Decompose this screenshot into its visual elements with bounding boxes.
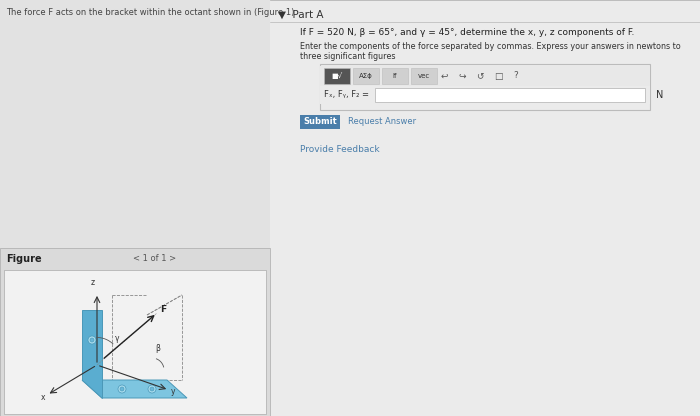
FancyBboxPatch shape <box>353 68 379 84</box>
Text: If F = 520 N, β = 65°, and γ = 45°, determine the x, y, z components of F.: If F = 520 N, β = 65°, and γ = 45°, dete… <box>300 28 634 37</box>
Text: < 1 of 1 >: < 1 of 1 > <box>134 254 176 263</box>
Text: Submit: Submit <box>303 117 337 126</box>
Text: ↪: ↪ <box>458 72 466 81</box>
Text: If: If <box>393 73 398 79</box>
Text: Provide Feedback: Provide Feedback <box>300 145 379 154</box>
Text: vec: vec <box>418 73 430 79</box>
Text: ■√: ■√ <box>331 73 342 79</box>
Text: Enter the components of the force separated by commas. Express your answers in n: Enter the components of the force separa… <box>300 42 680 62</box>
Circle shape <box>148 385 156 393</box>
Text: F: F <box>160 305 166 314</box>
Text: ↺: ↺ <box>476 72 484 81</box>
Text: Fₓ, Fᵧ, F₂ =: Fₓ, Fᵧ, F₂ = <box>324 91 369 99</box>
Text: N: N <box>656 90 664 100</box>
FancyBboxPatch shape <box>320 64 650 110</box>
FancyBboxPatch shape <box>320 86 650 104</box>
FancyBboxPatch shape <box>0 248 270 416</box>
Text: y: y <box>171 387 175 396</box>
FancyBboxPatch shape <box>411 68 437 84</box>
Circle shape <box>88 336 96 344</box>
Text: The force F acts on the bracket within the octant shown in (Figure 1): The force F acts on the bracket within t… <box>6 8 295 17</box>
Text: ▼  Part A: ▼ Part A <box>278 10 323 20</box>
Circle shape <box>118 385 126 393</box>
Polygon shape <box>82 310 102 398</box>
Text: AΣϕ: AΣϕ <box>359 73 373 79</box>
Text: β: β <box>155 344 160 353</box>
Text: ?: ? <box>514 72 519 81</box>
Text: □: □ <box>494 72 503 81</box>
Text: γ: γ <box>115 334 120 343</box>
FancyBboxPatch shape <box>270 0 700 416</box>
Circle shape <box>120 387 124 391</box>
Circle shape <box>150 387 154 391</box>
FancyBboxPatch shape <box>382 68 408 84</box>
FancyBboxPatch shape <box>300 115 340 129</box>
Text: ↩: ↩ <box>440 72 448 81</box>
FancyBboxPatch shape <box>4 270 266 414</box>
FancyBboxPatch shape <box>0 0 270 416</box>
Text: x: x <box>41 394 46 403</box>
Circle shape <box>90 338 94 342</box>
Text: z: z <box>91 278 95 287</box>
Text: Request Answer: Request Answer <box>348 117 416 126</box>
FancyBboxPatch shape <box>320 66 650 86</box>
FancyBboxPatch shape <box>375 88 645 102</box>
Polygon shape <box>82 380 187 398</box>
FancyBboxPatch shape <box>324 68 350 84</box>
Text: Figure: Figure <box>6 254 41 264</box>
